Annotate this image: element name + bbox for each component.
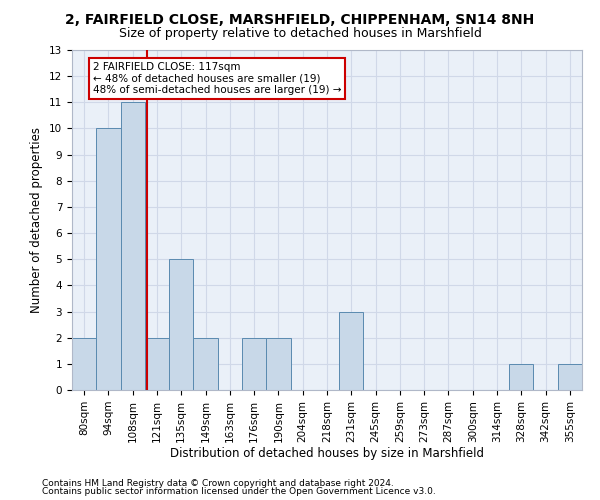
- Bar: [145, 338, 169, 390]
- Bar: [266, 338, 290, 390]
- Bar: [96, 128, 121, 390]
- Text: Size of property relative to detached houses in Marshfield: Size of property relative to detached ho…: [119, 28, 481, 40]
- X-axis label: Distribution of detached houses by size in Marshfield: Distribution of detached houses by size …: [170, 448, 484, 460]
- Bar: [121, 102, 145, 390]
- Bar: [169, 259, 193, 390]
- Text: 2, FAIRFIELD CLOSE, MARSHFIELD, CHIPPENHAM, SN14 8NH: 2, FAIRFIELD CLOSE, MARSHFIELD, CHIPPENH…: [65, 12, 535, 26]
- Bar: [558, 364, 582, 390]
- Bar: [509, 364, 533, 390]
- Text: 2 FAIRFIELD CLOSE: 117sqm
← 48% of detached houses are smaller (19)
48% of semi-: 2 FAIRFIELD CLOSE: 117sqm ← 48% of detac…: [92, 62, 341, 95]
- Y-axis label: Number of detached properties: Number of detached properties: [31, 127, 43, 313]
- Bar: [339, 312, 364, 390]
- Bar: [72, 338, 96, 390]
- Text: Contains HM Land Registry data © Crown copyright and database right 2024.: Contains HM Land Registry data © Crown c…: [42, 478, 394, 488]
- Bar: [242, 338, 266, 390]
- Bar: [193, 338, 218, 390]
- Text: Contains public sector information licensed under the Open Government Licence v3: Contains public sector information licen…: [42, 487, 436, 496]
